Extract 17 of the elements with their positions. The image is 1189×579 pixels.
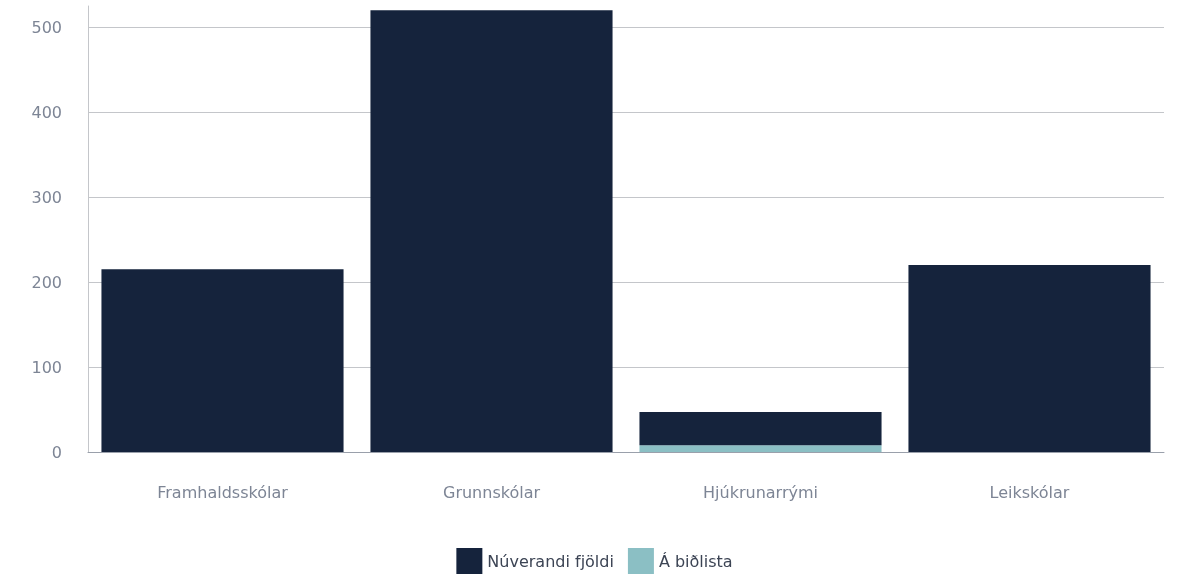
- y-tick-label: 100: [31, 357, 62, 377]
- bar: [639, 412, 882, 446]
- y-tick-label: 300: [31, 187, 62, 207]
- x-tick-label: Grunnskólar: [442, 482, 541, 502]
- x-tick-label: Leikskólar: [989, 482, 1070, 502]
- y-tick-label: 500: [31, 17, 62, 37]
- x-tick-label: Hjúkrunarrými: [703, 482, 818, 502]
- bar: [639, 445, 882, 452]
- bar: [908, 265, 1151, 452]
- y-tick-label: 200: [31, 272, 62, 292]
- x-tick-label: Framhaldsskólar: [157, 482, 289, 502]
- y-tick-label: 400: [31, 102, 62, 122]
- legend-label: Núverandi fjöldi: [487, 551, 614, 571]
- bar: [370, 10, 613, 452]
- bar: [101, 269, 344, 452]
- legend-label: Á biðlista: [658, 551, 733, 571]
- y-tick-label: 0: [51, 442, 62, 462]
